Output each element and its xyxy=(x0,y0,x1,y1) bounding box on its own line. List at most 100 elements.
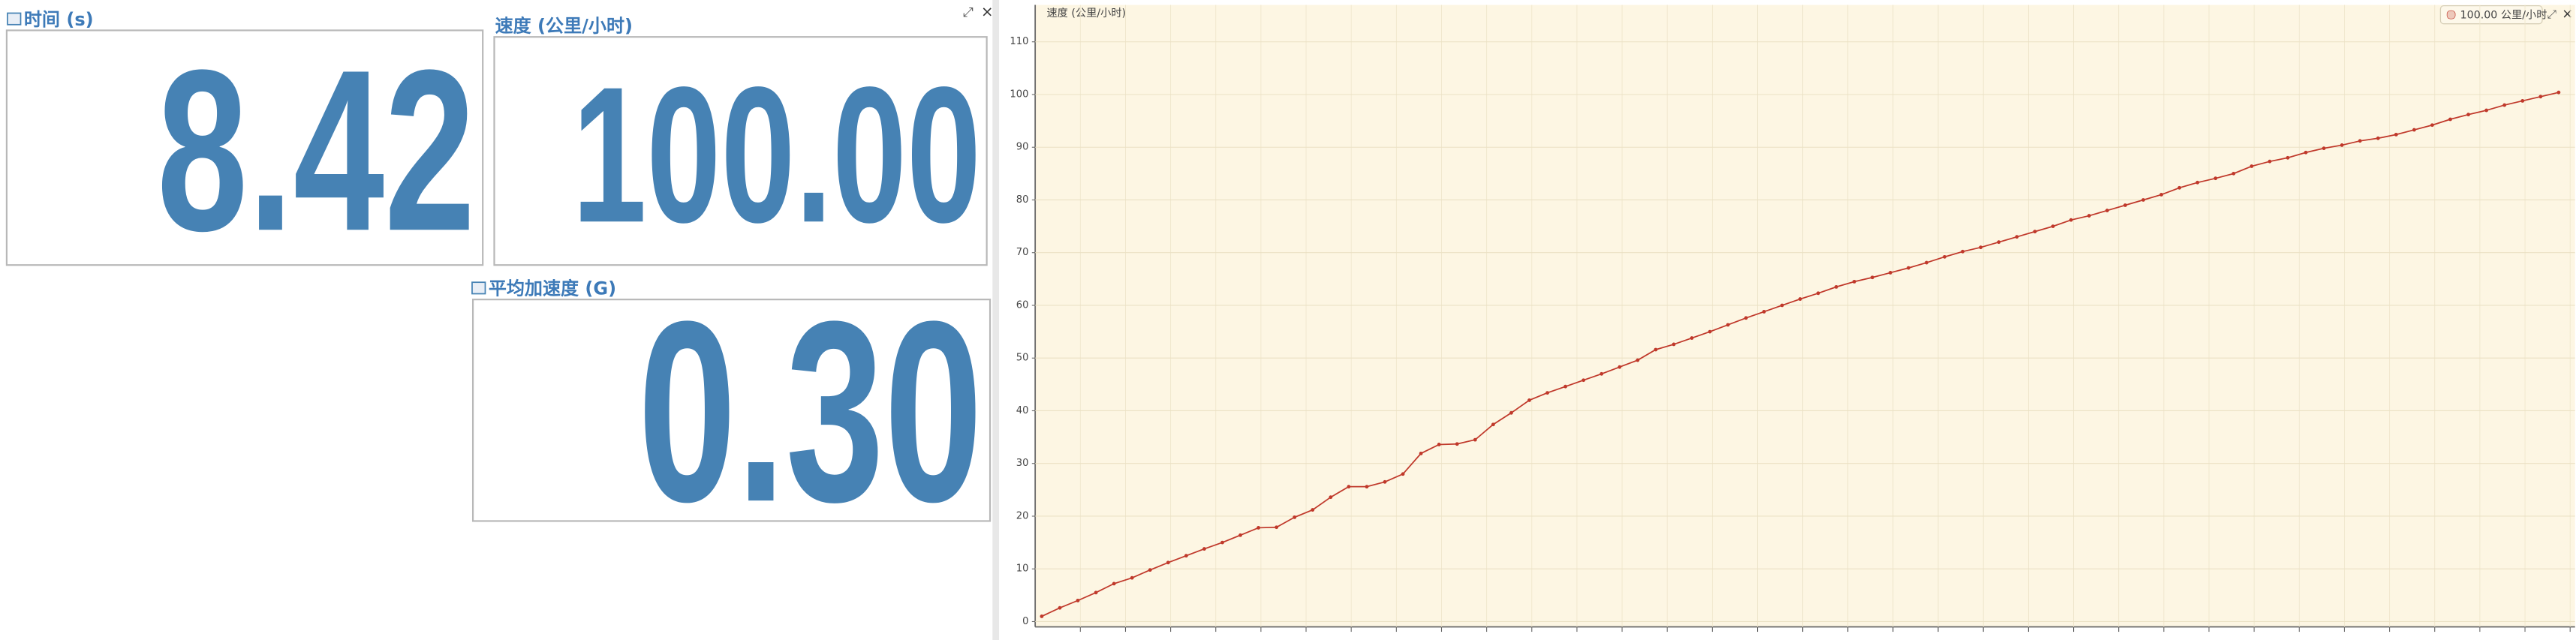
widget-value: 0.30 xyxy=(638,267,983,555)
data-point xyxy=(1419,451,1423,455)
data-point xyxy=(1798,297,1802,301)
y-tick-label: 30 xyxy=(1016,458,1029,469)
data-point xyxy=(2448,117,2452,122)
legend xyxy=(2439,5,2543,25)
y-tick-label: 20 xyxy=(1016,510,1029,521)
data-point xyxy=(1852,279,1856,284)
legend-label: 100.00 公里/小时 xyxy=(2460,9,2547,22)
data-point xyxy=(1906,266,1911,270)
data-point xyxy=(2159,193,2163,197)
data-point xyxy=(2394,132,2398,137)
data-point xyxy=(1654,347,1658,352)
data-point xyxy=(1943,254,1947,259)
widget-value: 100.00 xyxy=(572,46,981,263)
data-point xyxy=(1455,442,1459,446)
data-point xyxy=(1726,323,1730,327)
data-point xyxy=(1672,342,1676,347)
data-point xyxy=(2051,224,2055,229)
widget-icon xyxy=(471,281,486,295)
y-tick-label: 40 xyxy=(1016,405,1029,416)
data-point xyxy=(1130,575,1134,580)
data-point xyxy=(2249,164,2254,168)
data-point xyxy=(2177,185,2182,190)
data-point xyxy=(2430,123,2434,128)
y-tick-label: 70 xyxy=(1016,247,1029,258)
y-tick-label: 50 xyxy=(1016,353,1029,364)
data-point xyxy=(2123,203,2127,207)
data-point xyxy=(2376,136,2380,140)
data-point xyxy=(1563,384,1568,389)
data-point xyxy=(1997,240,2001,245)
data-point xyxy=(2286,155,2290,160)
chart-title: 速度 (公里/小时) xyxy=(1046,7,1126,20)
y-tick-label: 100 xyxy=(1010,89,1028,100)
data-point xyxy=(1762,310,1766,314)
data-point xyxy=(2141,198,2145,202)
data-point xyxy=(2268,159,2272,164)
widget-title: 平均加速度 (G) xyxy=(489,278,616,299)
expand-button[interactable]: ⤢ xyxy=(963,5,974,20)
data-point xyxy=(1924,260,1929,265)
data-point xyxy=(2466,113,2470,117)
data-point xyxy=(1202,547,1206,551)
data-point xyxy=(1581,378,1586,383)
data-point xyxy=(1979,245,1983,250)
legend-swatch xyxy=(2446,10,2456,20)
y-tick-label: 90 xyxy=(1016,142,1029,153)
data-point xyxy=(1961,249,1965,254)
data-point xyxy=(2105,209,2109,212)
data-point xyxy=(2520,99,2525,103)
widget-box xyxy=(471,299,992,522)
data-point xyxy=(1166,560,1170,565)
close-button[interactable]: × xyxy=(981,3,993,20)
data-point xyxy=(2231,171,2236,176)
data-point xyxy=(1274,525,1279,530)
data-point xyxy=(1527,398,1531,402)
data-point xyxy=(1293,515,1297,519)
data-point xyxy=(1238,533,1242,537)
data-point xyxy=(2015,235,2019,239)
data-point xyxy=(1401,472,1405,476)
widget-box xyxy=(493,36,988,266)
data-point xyxy=(1040,614,1044,618)
data-point xyxy=(1383,479,1387,484)
data-point xyxy=(1311,508,1315,512)
data-point xyxy=(2195,180,2200,185)
y-tick-label: 0 xyxy=(1022,616,1028,627)
data-point xyxy=(1184,554,1188,558)
data-point xyxy=(1491,422,1495,427)
data-point xyxy=(1148,568,1152,572)
y-tick-label: 10 xyxy=(1016,563,1029,575)
data-point xyxy=(2087,214,2091,218)
data-point xyxy=(2213,176,2218,181)
data-point xyxy=(2033,230,2037,234)
data-point xyxy=(1690,336,1694,340)
data-point xyxy=(1112,581,1116,586)
data-point xyxy=(1618,365,1622,369)
widget-title: 速度 (公里/小时) xyxy=(495,16,633,37)
data-point xyxy=(1365,485,1369,489)
data-point xyxy=(1599,371,1604,376)
splitter[interactable] xyxy=(992,0,1000,640)
data-point xyxy=(2340,143,2344,147)
data-point xyxy=(1076,598,1080,602)
data-point xyxy=(1256,526,1261,530)
data-point xyxy=(1545,391,1549,395)
data-point xyxy=(2556,90,2561,95)
data-point xyxy=(1058,605,1062,610)
expand-button[interactable]: ⤢ xyxy=(2547,8,2557,21)
data-point xyxy=(1708,329,1712,334)
widget-title: 时间 (s) xyxy=(24,9,94,30)
data-point xyxy=(1220,540,1224,545)
widget-value: 8.42 xyxy=(157,22,475,278)
widget-box xyxy=(5,29,484,266)
data-point xyxy=(2322,146,2326,151)
data-point xyxy=(1816,291,1820,296)
data-point xyxy=(1870,275,1875,280)
data-point xyxy=(1834,284,1838,289)
y-tick-label: 110 xyxy=(1010,36,1028,47)
data-point xyxy=(1347,485,1351,489)
close-button[interactable]: × xyxy=(2562,7,2573,22)
data-point xyxy=(1744,316,1748,320)
